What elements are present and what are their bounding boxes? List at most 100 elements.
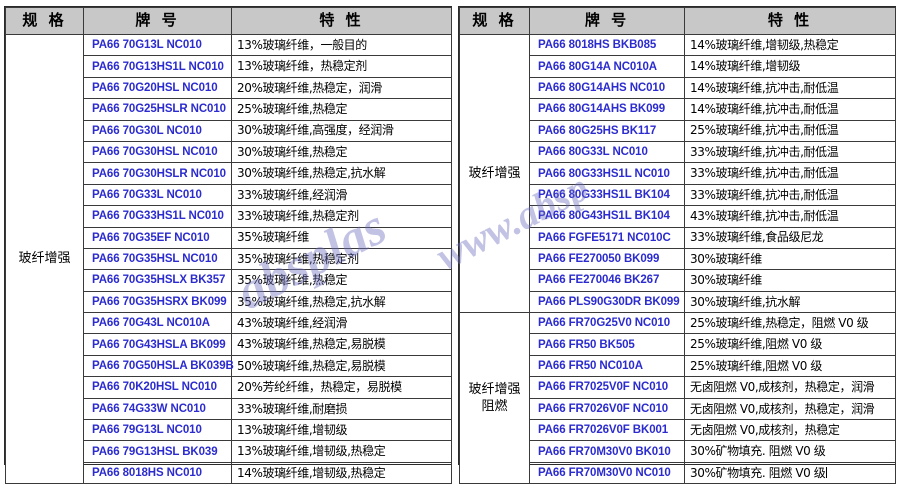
table-row: PA66 70G43L NC010A 43%玻璃纤维,经润滑 — [6, 312, 452, 335]
grade-cell: PA66 FR50 BK505 — [529, 333, 685, 356]
grade-cell: PA66 FGFE5171 NC010C — [529, 226, 685, 249]
property-cell: 13%玻璃纤维,增韧级,热稳定 — [231, 440, 452, 463]
grade-cell: PA66 FR70M30V0 BK010 — [529, 440, 685, 463]
property-cell: 14%玻璃纤维,抗冲击,耐低温 — [684, 76, 896, 100]
grade-cell: PA66 70G35HSLX BK357 — [83, 269, 232, 292]
table-row: PA66 80G14AHS BK099 14%玻璃纤维,抗冲击,耐低温 — [460, 98, 896, 121]
grade-cell: PA66 70G35HSL NC010 — [83, 247, 232, 271]
grade-cell: PA66 FR7026V0F BK001 — [529, 419, 685, 442]
table-row: PA66 80G43HS1L BK104 43%玻璃纤维,抗冲击,耐低温 — [460, 205, 896, 228]
grade-cell: PA66 FE270046 BK267 — [529, 269, 685, 292]
property-cell: 13%玻璃纤维,增韧级 — [231, 419, 452, 442]
grade-cell: PA66 79G13HSL BK039 — [83, 440, 232, 463]
column-header-grade: 牌 号 — [529, 7, 685, 35]
text-cursor — [826, 466, 828, 478]
property-cell: 14%玻璃纤维,抗冲击,耐低温 — [684, 98, 896, 121]
header-row: 规 格 牌 号 特 性 — [5, 7, 452, 35]
grade-cell: PA66 FR70G25V0 NC010 — [529, 312, 685, 335]
table-row: PA66 FR7026V0F NC010 无卤阻燃 V0,成核剂，热稳定，润滑 — [460, 397, 896, 421]
property-cell: 30%玻璃纤维,抗水解 — [684, 290, 896, 314]
right-table-body: 玻纤增强 PA66 8018HS BKB085 14%玻璃纤维,增韧级,热稳定 PA6… — [459, 33, 896, 484]
grade-cell: PA66 70G25HSLR NC010 — [83, 98, 232, 121]
table-row: PA66 80G33L NC010 33%玻璃纤维,抗冲击,耐低温 — [460, 140, 896, 164]
grade-cell: PA66 79G13L NC010 — [83, 419, 232, 442]
property-cell: 25%玻璃纤维,阻燃 V0 级 — [684, 333, 896, 356]
property-cell: 13%玻璃纤维，热稳定剂 — [231, 55, 452, 78]
property-cell: 33%玻璃纤维,热稳定剂 — [231, 205, 452, 228]
property-cell: 35%玻璃纤维,热稳定,抗水解 — [231, 290, 452, 314]
table-row: 玻纤增强 阻燃 PA66 FR70G25V0 NC010 25%玻璃纤维,热稳定，阻燃… — [459, 312, 896, 484]
grade-cell: PA66 80G43HS1L BK104 — [529, 205, 685, 228]
property-cell: 33%玻璃纤维,经润滑 — [231, 183, 452, 207]
table-row: PA66 79G13HSL BK039 13%玻璃纤维,增韧级,热稳定 — [6, 440, 452, 463]
spec-tables-page: absplas www.absp 规 格 牌 号 特 性 玻纤增强 PA66 70… — [4, 6, 896, 484]
grade-cell: PA66 FE270050 BK099 — [529, 247, 685, 271]
property-cell: 14%玻璃纤维,增韧级 — [684, 55, 896, 78]
grade-cell: PA66 FR7026V0F NC010 — [529, 397, 685, 421]
table-row: PA66 FR7026V0F BK001 无卤阻燃 V0,成核剂，热稳定 — [460, 419, 896, 442]
grade-cell: PA66 70G30HSL NC010 — [83, 140, 232, 164]
property-cell: 30%玻璃纤维,热稳定 — [231, 140, 452, 164]
grade-cell: PA66 70G30HSLR NC010 — [83, 162, 232, 185]
grade-cell: PA66 70K20HSL NC010 — [83, 376, 232, 399]
left-spec-table: 规 格 牌 号 特 性 玻纤增强 PA66 70G13L NC010 13%玻璃纤维… — [5, 7, 452, 484]
property-cell: 33%玻璃纤维,食品级尼龙 — [684, 226, 896, 249]
table-row: PA66 80G14AHS NC010 14%玻璃纤维,抗冲击,耐低温 — [460, 76, 896, 100]
grade-cell: PA66 70G50HSLA BK039B — [83, 354, 234, 378]
left-table-body: 玻纤增强 PA66 70G13L NC010 13%玻璃纤维，一般目的 PA66 70… — [5, 33, 452, 484]
grade-cell: PA66 80G33HS1L NC010 — [529, 162, 685, 185]
property-cell: 13%玻璃纤维，一般目的 — [231, 33, 452, 57]
grade-cell: PA66 80G14AHS BK099 — [529, 98, 685, 121]
grade-cell: PA66 FR50 NC010A — [529, 354, 685, 378]
grade-cell: PA66 70G33HS1L NC010 — [83, 205, 232, 228]
category-cell: 玻纤增强 阻燃 — [459, 312, 530, 484]
table-row: PA66 FGFE5171 NC010C 33%玻璃纤维,食品级尼龙 — [460, 226, 896, 249]
table-row: PA66 70G25HSLR NC010 25%玻璃纤维,热稳定 — [6, 98, 452, 121]
table-row: PA66 PLS90G30DR BK099 30%玻璃纤维,抗水解 — [460, 290, 896, 314]
property-cell: 25%玻璃纤维,热稳定 — [231, 98, 452, 121]
grade-cell: PA66 8018HS BKB085 — [529, 33, 685, 57]
grade-cell: PA66 PLS90G30DR BK099 — [529, 290, 685, 314]
table-row: PA66 79G13L NC010 13%玻璃纤维,增韧级 — [6, 419, 452, 442]
table-row: PA66 74G33W NC010 33%玻璃纤维,耐磨损 — [6, 397, 452, 421]
table-row: PA66 70G35EF NC010 35%玻璃纤维 — [6, 226, 452, 249]
grade-cell: PA66 FR70M30V0 NC010 — [529, 461, 685, 484]
property-cell: 43%玻璃纤维,抗冲击,耐低温 — [684, 205, 896, 228]
grade-cell: PA66 80G25HS BK117 — [529, 119, 685, 142]
table-row: PA66 70G30HSL NC010 30%玻璃纤维,热稳定 — [6, 140, 452, 164]
category-cell: 玻纤增强 — [459, 33, 530, 314]
property-cell: 25%玻璃纤维,阻燃 V0 级 — [684, 354, 896, 378]
grade-cell: PA66 70G13HS1L NC010 — [83, 55, 232, 78]
property-cell: 无卤阻燃 V0,成核剂，热稳定 — [684, 419, 896, 442]
property-cell: 25%玻璃纤维,抗冲击,耐低温 — [684, 119, 896, 142]
grade-cell: PA66 70G43L NC010A — [83, 312, 232, 335]
grade-cell: PA66 80G14AHS NC010 — [529, 76, 685, 100]
property-cell: 33%玻璃纤维,抗冲击,耐低温 — [684, 162, 896, 185]
property-cell: 50%玻璃纤维,热稳定,易脱模 — [231, 354, 452, 378]
right-table-container: 规 格 牌 号 特 性 玻纤增强 PA66 8018HS BKB085 14%玻璃纤… — [458, 6, 896, 484]
property-cell: 20%玻璃纤维,热稳定，润滑 — [231, 76, 452, 100]
right-spec-table: 规 格 牌 号 特 性 玻纤增强 PA66 8018HS BKB085 14%玻璃纤… — [459, 7, 896, 484]
grade-cell: PA66 70G20HSL NC010 — [83, 76, 232, 100]
grade-cell: PA66 70G43HSLA BK099 — [83, 333, 232, 356]
column-header-property: 特 性 — [684, 7, 896, 35]
left-table-container: 规 格 牌 号 特 性 玻纤增强 PA66 70G13L NC010 13%玻璃纤维… — [4, 6, 452, 484]
grade-cell: PA66 8018HS NC010 — [83, 461, 232, 484]
property-cell: 无卤阻燃 V0,成核剂，热稳定，润滑 — [684, 376, 896, 399]
property-cell: 30%矿物填充. 阻燃 V0 级 — [684, 440, 896, 463]
grade-cell: PA66 80G14A NC010A — [529, 55, 685, 78]
property-cell: 30%玻璃纤维,热稳定,抗水解 — [231, 162, 452, 185]
property-cell: 35%玻璃纤维,热稳定 — [231, 269, 452, 292]
property-cell: 30%玻璃纤维,高强度，经润滑 — [231, 119, 452, 142]
grade-cell: PA66 70G35EF NC010 — [83, 226, 232, 249]
property-cell: 35%玻璃纤维 — [231, 226, 452, 249]
property-cell: 35%玻璃纤维,热稳定剂 — [231, 247, 452, 271]
property-cell: 30%玻璃纤维 — [684, 247, 896, 271]
table-row: 玻纤增强 PA66 70G13L NC010 13%玻璃纤维，一般目的 — [5, 33, 452, 484]
table-row: PA66 80G25HS BK117 25%玻璃纤维,抗冲击,耐低温 — [460, 119, 896, 142]
property-cell: 14%玻璃纤维,增韧级,热稳定 — [231, 461, 452, 484]
grade-cell: PA66 FR7025V0F NC010 — [529, 376, 685, 399]
column-header-grade: 牌 号 — [83, 7, 232, 35]
column-header-property: 特 性 — [231, 7, 452, 35]
category-cell: 玻纤增强 — [5, 33, 84, 484]
